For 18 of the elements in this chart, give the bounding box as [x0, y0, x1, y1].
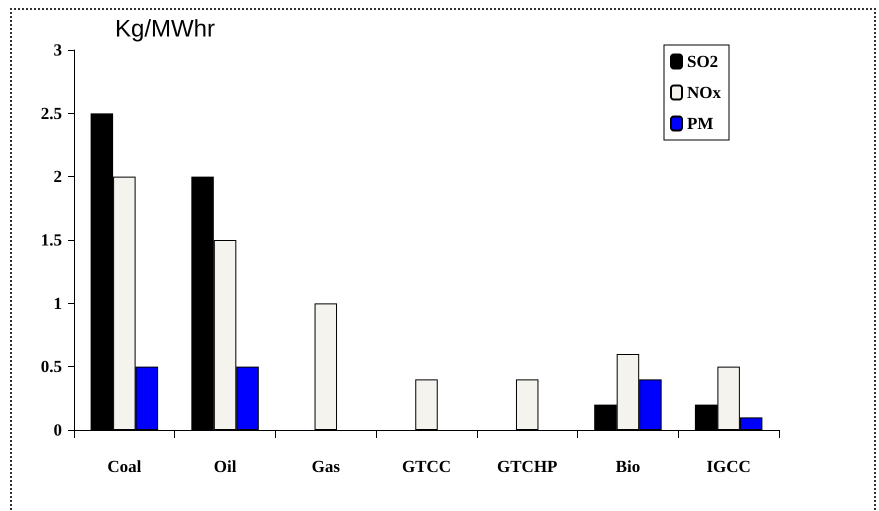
x-tick-label: GTCHP — [496, 457, 558, 476]
legend-label: PM — [687, 114, 714, 133]
x-tick-label: Oil — [214, 457, 237, 476]
y-tick-label: 0 — [54, 420, 62, 440]
chart-title: Kg/MWhr — [115, 16, 216, 42]
x-tick-label: Gas — [312, 457, 340, 476]
x-tick-label: IGCC — [706, 457, 751, 476]
x-tick-label: GTCC — [402, 457, 452, 476]
x-tick-label: Bio — [616, 457, 640, 476]
y-tick-label: 0.5 — [40, 357, 62, 376]
legend-label: NOx — [687, 83, 722, 102]
y-tick-label: 2.5 — [40, 104, 62, 123]
y-tick-label: 1 — [54, 294, 62, 313]
x-tick-label: Coal — [107, 457, 142, 476]
y-tick-label: 2 — [54, 167, 62, 186]
y-tick-label: 1.5 — [40, 230, 62, 250]
y-tick-label: 3 — [54, 40, 62, 60]
legend-label: SO2 — [687, 52, 718, 71]
